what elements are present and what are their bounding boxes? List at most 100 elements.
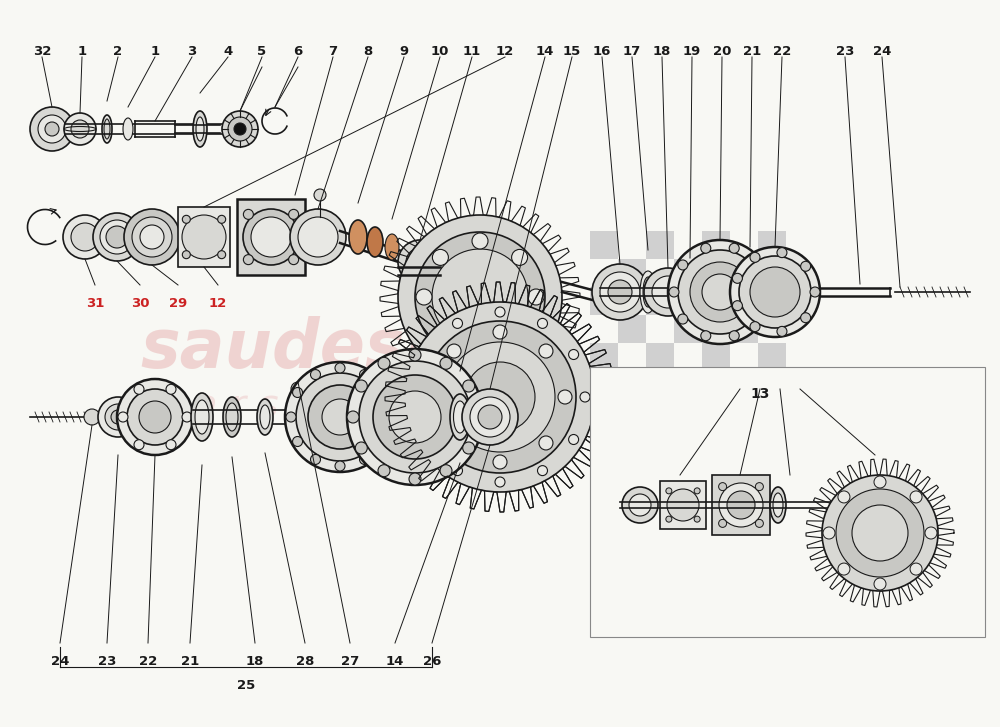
Circle shape [124,209,180,265]
Circle shape [558,390,572,404]
Circle shape [93,213,141,261]
Circle shape [63,215,107,259]
Circle shape [182,215,226,259]
Circle shape [105,404,131,430]
Circle shape [512,329,528,345]
Circle shape [432,249,448,265]
Circle shape [690,262,750,322]
Text: 13: 13 [750,387,770,401]
Bar [702,287,730,315]
Circle shape [925,527,937,539]
Bar [646,287,674,315]
Bar [674,399,702,427]
Circle shape [452,318,462,329]
Circle shape [127,389,183,445]
Ellipse shape [193,111,207,147]
Circle shape [409,349,421,361]
Text: 9: 9 [399,45,409,58]
Ellipse shape [223,397,241,437]
Circle shape [512,249,528,265]
Text: 24: 24 [51,655,69,668]
Circle shape [538,465,548,475]
Circle shape [359,361,471,473]
Circle shape [539,436,553,450]
Circle shape [166,440,176,450]
Text: 18: 18 [246,655,264,668]
Bar [758,287,786,315]
Ellipse shape [643,277,653,307]
Bar [590,315,618,343]
Circle shape [750,252,760,262]
Circle shape [600,272,640,312]
Circle shape [463,380,475,392]
Circle shape [470,397,510,437]
Bar [590,231,618,259]
Text: c a r s: c a r s [160,387,279,425]
Circle shape [228,117,252,141]
Circle shape [421,435,431,444]
Circle shape [678,314,688,324]
Circle shape [347,411,359,423]
Circle shape [755,483,763,491]
Circle shape [732,301,742,310]
Circle shape [719,519,727,527]
Circle shape [360,369,370,379]
Ellipse shape [195,400,209,434]
Circle shape [694,488,700,494]
Circle shape [335,461,345,471]
Text: saudesign: saudesign [140,315,523,382]
Circle shape [493,455,507,469]
Ellipse shape [104,119,110,139]
Text: 12: 12 [496,45,514,58]
Bar [758,231,786,259]
Circle shape [622,487,658,523]
Circle shape [132,217,172,257]
Bar [674,287,702,315]
Circle shape [729,244,739,253]
Bar [618,231,646,259]
Ellipse shape [260,405,270,429]
Text: 15: 15 [563,45,581,58]
Bar [618,259,646,287]
Text: 22: 22 [139,655,157,668]
Circle shape [377,387,387,398]
Circle shape [406,248,434,276]
Circle shape [472,345,488,361]
Bar [730,231,758,259]
Circle shape [761,287,771,297]
Circle shape [398,240,442,284]
Circle shape [730,247,820,337]
Text: 21: 21 [743,45,761,58]
Text: 27: 27 [341,655,359,668]
Circle shape [84,409,100,425]
Circle shape [644,268,692,316]
Circle shape [777,326,787,337]
Bar [178,207,230,267]
Circle shape [472,233,488,249]
Circle shape [243,209,299,265]
Circle shape [373,375,457,459]
Circle shape [495,307,505,317]
Circle shape [702,274,738,310]
Circle shape [569,350,579,359]
Ellipse shape [349,220,367,254]
Circle shape [801,313,811,323]
Circle shape [652,276,684,308]
Bar [618,399,646,427]
Ellipse shape [191,393,213,441]
Bar [702,371,730,399]
Ellipse shape [773,493,783,517]
Circle shape [495,477,505,487]
Circle shape [478,405,502,429]
Bar [712,475,770,535]
Bar [730,259,758,287]
Circle shape [727,491,755,519]
Circle shape [360,454,370,465]
Text: 3: 3 [187,45,197,58]
Circle shape [111,410,125,424]
Circle shape [415,232,545,362]
Bar [646,231,674,259]
Circle shape [874,476,886,488]
Circle shape [447,436,461,450]
Text: 6: 6 [293,45,303,58]
